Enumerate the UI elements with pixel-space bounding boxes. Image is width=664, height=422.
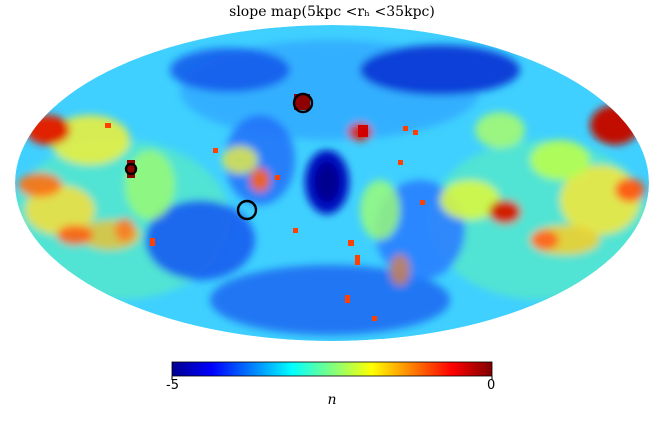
colorbar-max-label: 0 xyxy=(487,378,496,393)
colorbar xyxy=(171,361,493,377)
colorbar-min-label: -5 xyxy=(166,378,179,393)
circle-marker-upper xyxy=(292,92,314,114)
map-body xyxy=(15,25,649,341)
circle-marker-left xyxy=(124,162,138,176)
map-title: slope map(5kpc <rₕ <35kpc) xyxy=(229,4,435,20)
colorbar-axis-label: n xyxy=(327,392,337,408)
circle-marker-lower xyxy=(236,199,258,221)
